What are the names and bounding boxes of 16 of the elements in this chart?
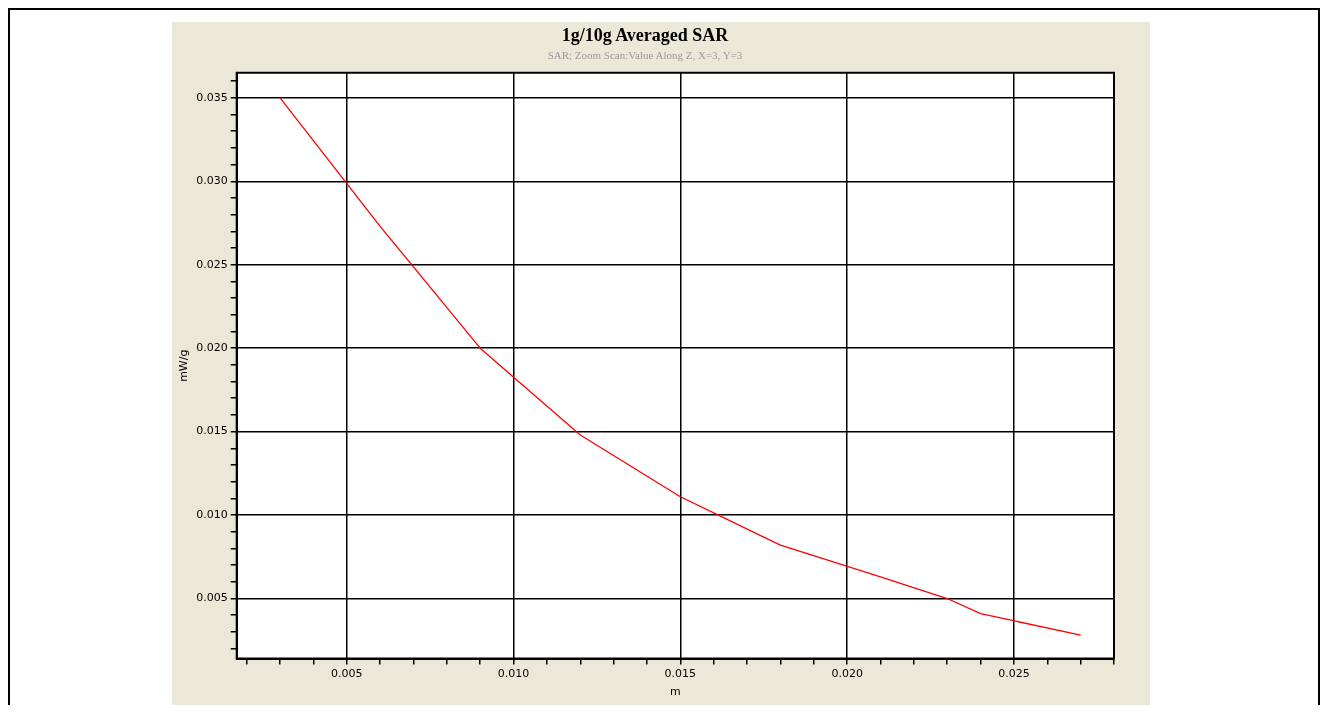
y-tick-label: 0.020 (196, 341, 228, 355)
x-tick-label: 0.015 (664, 667, 697, 681)
y-axis-title: mW/g (177, 349, 191, 382)
y-tick-label: 0.025 (196, 257, 228, 271)
x-axis-title: m (669, 685, 681, 699)
y-tick-label: 0.010 (196, 507, 228, 521)
chart-subtitle: SAR; Zoom Scan:Value Along Z, X=3, Y=3 (547, 49, 743, 62)
y-tick-label: 0.030 (196, 174, 228, 188)
x-tick-label: 0.010 (497, 667, 530, 681)
y-tick-label: 0.005 (196, 591, 228, 605)
y-tick-label: 0.015 (196, 424, 228, 438)
x-tick-label: 0.020 (831, 667, 863, 681)
chart-title: 1g/10g Averaged SAR (561, 25, 730, 46)
x-tick-label: 0.025 (998, 667, 1030, 681)
y-tick-label: 0.035 (196, 90, 228, 104)
x-tick-label: 0.005 (331, 667, 363, 681)
